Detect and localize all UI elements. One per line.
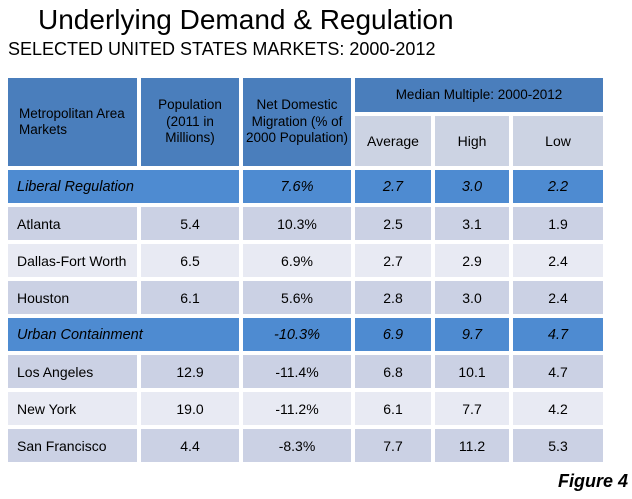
- high-value: 11.2: [435, 429, 509, 462]
- low-value: 2.4: [513, 244, 603, 277]
- group-high-value: 9.7: [435, 318, 509, 351]
- header-population: Population (2011 in Millions): [141, 78, 239, 166]
- page-title: Underlying Demand & Regulation: [38, 4, 454, 35]
- group-row-label: Liberal Regulation: [8, 170, 239, 203]
- low-value: 5.3: [513, 429, 603, 462]
- group-average-value: 6.9: [355, 318, 431, 351]
- market-name: San Francisco: [8, 429, 137, 462]
- low-value: 2.4: [513, 281, 603, 314]
- high-value: 3.0: [435, 281, 509, 314]
- page-subtitle: SELECTED UNITED STATES MARKETS: 2000-201…: [8, 39, 436, 59]
- population-value: 6.5: [141, 244, 239, 277]
- market-name: New York: [8, 392, 137, 425]
- migration-value: 10.3%: [243, 207, 351, 240]
- migration-value: -11.2%: [243, 392, 351, 425]
- high-value: 3.1: [435, 207, 509, 240]
- header-median-multiple-group: Median Multiple: 2000-2012: [355, 78, 603, 112]
- low-value: 4.7: [513, 355, 603, 388]
- population-value: 4.4: [141, 429, 239, 462]
- high-value: 2.9: [435, 244, 509, 277]
- high-value: 7.7: [435, 392, 509, 425]
- group-migration-value: 7.6%: [243, 170, 351, 203]
- average-value: 7.7: [355, 429, 431, 462]
- low-value: 1.9: [513, 207, 603, 240]
- migration-value: -8.3%: [243, 429, 351, 462]
- markets-table: Metropolitan Area Markets Population (20…: [8, 78, 603, 462]
- header-net-domestic-migration: Net Domestic Migration (% of 2000 Popula…: [243, 78, 351, 166]
- high-value: 10.1: [435, 355, 509, 388]
- population-value: 5.4: [141, 207, 239, 240]
- market-name: Los Angeles: [8, 355, 137, 388]
- population-value: 12.9: [141, 355, 239, 388]
- migration-value: 6.9%: [243, 244, 351, 277]
- group-row-label: Urban Containment: [8, 318, 239, 351]
- population-value: 19.0: [141, 392, 239, 425]
- group-low-value: 4.7: [513, 318, 603, 351]
- low-value: 4.2: [513, 392, 603, 425]
- group-high-value: 3.0: [435, 170, 509, 203]
- average-value: 6.1: [355, 392, 431, 425]
- average-value: 2.8: [355, 281, 431, 314]
- group-migration-value: -10.3%: [243, 318, 351, 351]
- market-name: Houston: [8, 281, 137, 314]
- figure-caption: Figure 4: [557, 471, 628, 491]
- migration-value: -11.4%: [243, 355, 351, 388]
- market-name: Dallas-Fort Worth: [8, 244, 137, 277]
- migration-value: 5.6%: [243, 281, 351, 314]
- header-metropolitan-area-markets: Metropolitan Area Markets: [8, 78, 137, 166]
- group-low-value: 2.2: [513, 170, 603, 203]
- average-value: 2.5: [355, 207, 431, 240]
- subheader-high: High: [435, 116, 509, 166]
- average-value: 6.8: [355, 355, 431, 388]
- market-name: Atlanta: [8, 207, 137, 240]
- subheader-average: Average: [355, 116, 431, 166]
- group-average-value: 2.7: [355, 170, 431, 203]
- subheader-low: Low: [513, 116, 603, 166]
- average-value: 2.7: [355, 244, 431, 277]
- population-value: 6.1: [141, 281, 239, 314]
